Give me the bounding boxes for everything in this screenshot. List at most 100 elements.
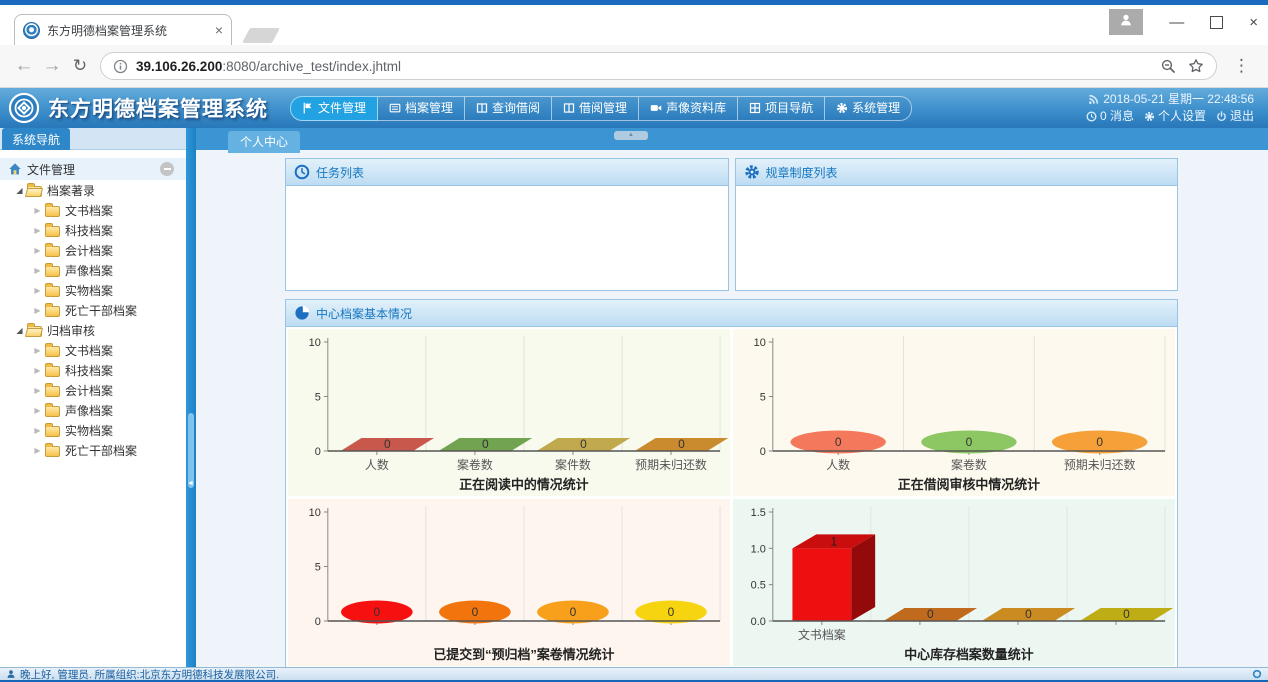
home-icon bbox=[8, 162, 22, 176]
expander-icon[interactable]: ▶ bbox=[34, 265, 41, 275]
svg-text:已提交到“预归档”案卷情况统计: 已提交到“预归档”案卷情况统计 bbox=[433, 647, 614, 662]
profile-button[interactable] bbox=[1109, 9, 1144, 35]
splitter-thumb[interactable] bbox=[188, 413, 194, 488]
expander-icon[interactable]: ▶ bbox=[34, 405, 41, 415]
tree-item-档案著录-会计档案[interactable]: ▶ 会计档案 bbox=[0, 240, 186, 260]
tree-root-文件管理[interactable]: 文件管理 bbox=[0, 158, 186, 180]
svg-text:1.0: 1.0 bbox=[751, 543, 766, 555]
pie-chart-icon bbox=[294, 305, 310, 321]
reload-button[interactable]: ↻ bbox=[72, 56, 88, 75]
nav-item-系统管理[interactable]: 系统管理 bbox=[825, 95, 913, 121]
tree-item-归档审核-死亡干部档案[interactable]: ▶ 死亡干部档案 bbox=[0, 440, 186, 460]
panel-rules-header: 规章制度列表 bbox=[735, 159, 1177, 186]
folder-icon bbox=[45, 242, 60, 257]
nav-item-label: 项目导航 bbox=[765, 100, 814, 115]
page-info-icon[interactable] bbox=[113, 59, 128, 74]
browser-menu-icon[interactable]: ⋮ bbox=[1233, 56, 1250, 75]
svg-text:10: 10 bbox=[309, 507, 321, 519]
tree-item-档案著录-文书档案[interactable]: ▶ 文书档案 bbox=[0, 200, 186, 220]
main-content: 个人中心 ▲ 任务列表 bbox=[196, 128, 1268, 667]
maximize-button[interactable] bbox=[1210, 15, 1224, 29]
splitter[interactable]: ◄ bbox=[186, 128, 196, 667]
browser-tab[interactable]: 东方明德档案管理系统 × bbox=[14, 14, 232, 45]
rss-icon bbox=[1088, 94, 1099, 105]
chart-borrow-review-stats-svg: 0 5 10 人数 0 案卷数 0 预期未归还数 0 正在借阅审核中情况统计 bbox=[754, 336, 1166, 492]
back-button[interactable]: ← bbox=[14, 55, 34, 76]
tree-item-label: 声像档案 bbox=[65, 403, 114, 418]
tree-item-档案著录[interactable]: ◢ 档案著录 bbox=[0, 180, 186, 200]
panel-tasks-body bbox=[286, 186, 728, 290]
nav-item-查询借阅[interactable]: 查询借阅 bbox=[465, 95, 553, 121]
collapse-pill[interactable]: ▲ bbox=[614, 131, 648, 140]
tree-item-归档审核-声像档案[interactable]: ▶ 声像档案 bbox=[0, 400, 186, 420]
tab-personal-center[interactable]: 个人中心 bbox=[228, 131, 301, 153]
tab-system-nav[interactable]: 系统导航 bbox=[2, 128, 71, 150]
tree-item-档案著录-科技档案[interactable]: ▶ 科技档案 bbox=[0, 220, 186, 240]
nav-item-档案管理[interactable]: 档案管理 bbox=[378, 95, 466, 121]
status-ring-icon[interactable] bbox=[1252, 669, 1262, 679]
tree-item-归档审核-文书档案[interactable]: ▶ 文书档案 bbox=[0, 340, 186, 360]
tree-item-label: 档案著录 bbox=[47, 183, 96, 198]
logo-icon bbox=[8, 92, 40, 124]
settings-label: 个人设置 bbox=[1157, 109, 1206, 123]
logout-link[interactable]: 退出 bbox=[1216, 108, 1254, 125]
expander-icon[interactable]: ▶ bbox=[34, 285, 41, 295]
expander-icon[interactable]: ▶ bbox=[34, 245, 41, 255]
tree-item-归档审核-科技档案[interactable]: ▶ 科技档案 bbox=[0, 360, 186, 380]
folder-icon bbox=[45, 402, 60, 417]
tree-item-归档审核-实物档案[interactable]: ▶ 实物档案 bbox=[0, 420, 186, 440]
nav-item-项目导航[interactable]: 项目导航 bbox=[738, 95, 826, 121]
zoom-indicator-icon[interactable] bbox=[1160, 58, 1176, 74]
tab-close-icon[interactable]: × bbox=[214, 22, 223, 38]
close-button[interactable]: × bbox=[1249, 13, 1258, 31]
nav-item-借阅管理[interactable]: 借阅管理 bbox=[552, 95, 640, 121]
svg-text:0: 0 bbox=[966, 435, 973, 449]
new-tab-button[interactable] bbox=[242, 28, 280, 43]
folder-icon bbox=[45, 222, 60, 237]
nav-item-声像资料库[interactable]: 声像资料库 bbox=[639, 95, 739, 121]
flag-icon bbox=[302, 102, 314, 114]
tree-item-label: 归档审核 bbox=[47, 323, 96, 338]
expander-icon[interactable]: ▶ bbox=[34, 445, 41, 455]
nav-item-文件管理[interactable]: 文件管理 bbox=[290, 95, 379, 121]
svg-text:人数: 人数 bbox=[826, 457, 850, 472]
panel-tasks: 任务列表 bbox=[285, 158, 729, 291]
forward-button[interactable]: → bbox=[42, 55, 62, 76]
expander-icon[interactable]: ▶ bbox=[34, 205, 41, 215]
messages-link[interactable]: 0 消息 bbox=[1086, 108, 1134, 125]
tree-item-label: 科技档案 bbox=[65, 363, 114, 378]
tree-item-归档审核[interactable]: ◢ 归档审核 bbox=[0, 320, 186, 340]
logo-text: 东方明德档案管理系统 bbox=[48, 98, 268, 121]
svg-text:案卷数: 案卷数 bbox=[457, 457, 493, 472]
collapse-node-button[interactable] bbox=[160, 162, 174, 176]
expander-icon[interactable]: ▶ bbox=[34, 305, 41, 315]
tree-item-档案著录-实物档案[interactable]: ▶ 实物档案 bbox=[0, 280, 186, 300]
svg-text:预期未归还数: 预期未归还数 bbox=[1064, 457, 1136, 472]
settings-link[interactable]: 个人设置 bbox=[1144, 108, 1206, 125]
expander-icon[interactable]: ▶ bbox=[34, 225, 41, 235]
expander-icon[interactable]: ▶ bbox=[34, 425, 41, 435]
expander-icon[interactable]: ◢ bbox=[16, 325, 23, 335]
panel-tasks-title: 任务列表 bbox=[316, 165, 365, 180]
expander-icon[interactable]: ▶ bbox=[34, 365, 41, 375]
url-bar[interactable]: 39.106.26.200:8080/archive_test/index.jh… bbox=[100, 52, 1217, 80]
splitter-collapse-icon[interactable]: ◄ bbox=[187, 480, 194, 487]
expander-icon[interactable]: ▶ bbox=[34, 385, 41, 395]
tree-item-归档审核-会计档案[interactable]: ▶ 会计档案 bbox=[0, 380, 186, 400]
gear-icon bbox=[744, 164, 760, 180]
bookmark-star-icon[interactable] bbox=[1188, 58, 1204, 74]
nav-item-label: 声像资料库 bbox=[666, 100, 727, 115]
panel-center-info: 中心档案基本情况 0 5 10 人数 0 案卷数 0 案件数 0 预期未归还数 0 正在阅读中的情况统… bbox=[285, 299, 1178, 667]
grid-icon bbox=[749, 102, 761, 114]
svg-text:0: 0 bbox=[927, 607, 934, 621]
tree-item-label: 文书档案 bbox=[65, 343, 114, 358]
minimize-button[interactable]: — bbox=[1169, 13, 1185, 31]
folder-icon bbox=[45, 302, 60, 317]
clock-icon bbox=[294, 164, 310, 180]
expander-icon[interactable]: ◢ bbox=[16, 185, 23, 195]
tree-item-档案著录-死亡干部档案[interactable]: ▶ 死亡干部档案 bbox=[0, 300, 186, 320]
expander-icon[interactable]: ▶ bbox=[34, 345, 41, 355]
browser-titlebar: 东方明德档案管理系统 × — × bbox=[0, 5, 1268, 45]
folder-icon bbox=[45, 342, 60, 357]
tree-item-档案著录-声像档案[interactable]: ▶ 声像档案 bbox=[0, 260, 186, 280]
